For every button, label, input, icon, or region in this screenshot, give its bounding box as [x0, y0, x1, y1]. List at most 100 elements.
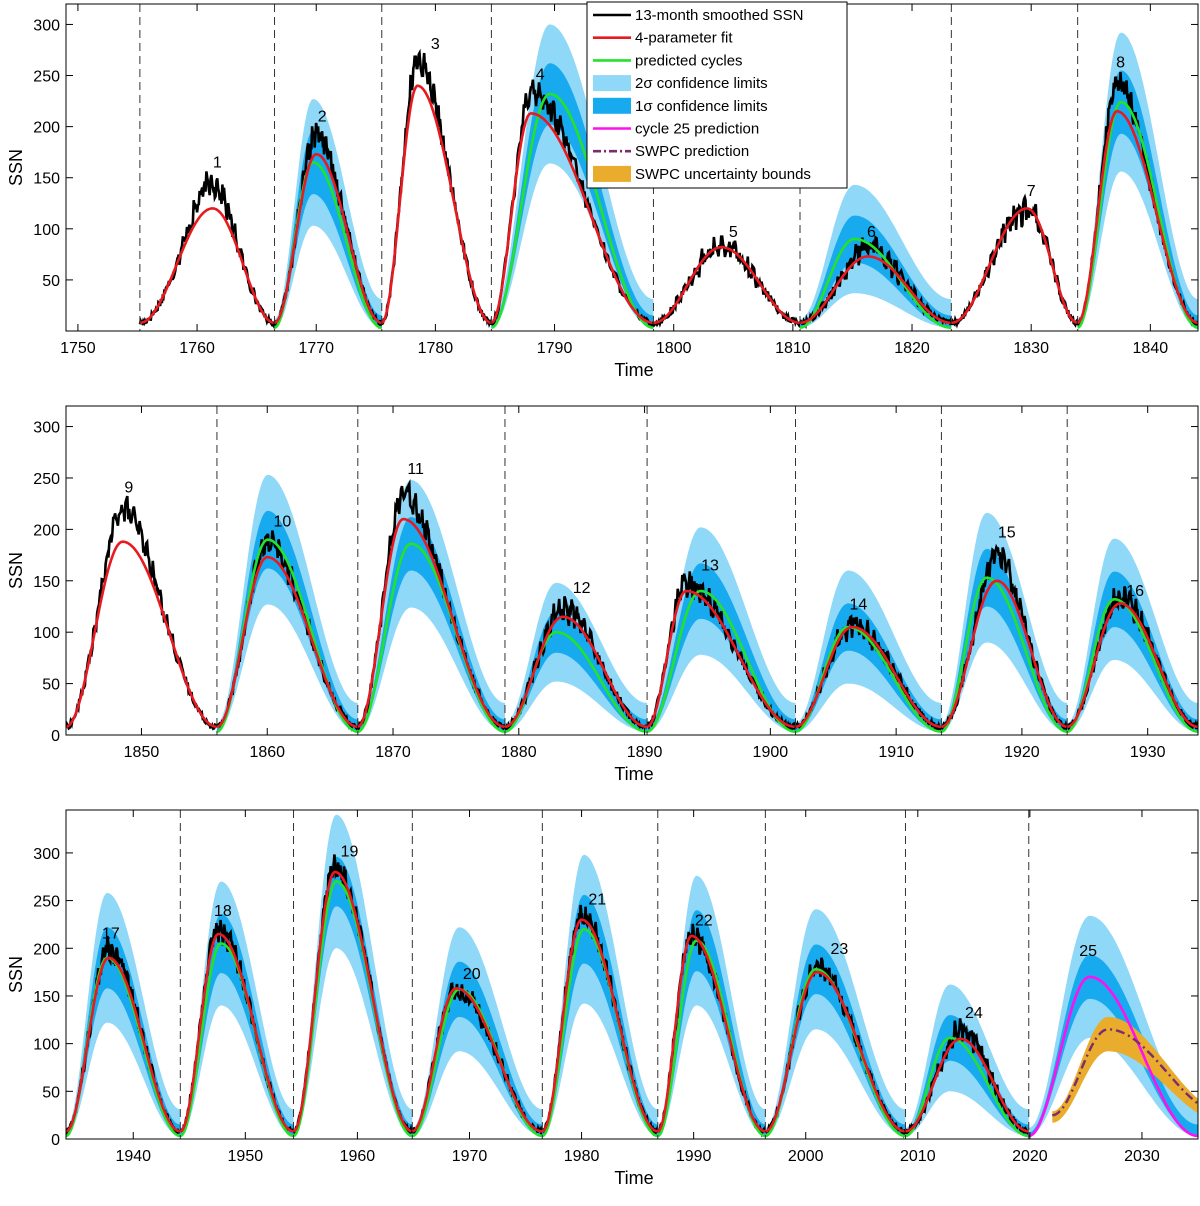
fit-cycle-20 — [411, 987, 543, 1133]
cycle-number-label: 25 — [1079, 943, 1097, 960]
legend-label: SWPC prediction — [635, 143, 749, 160]
y-tick-label: 0 — [51, 1132, 60, 1149]
observed-ssn-cycle-9 — [66, 495, 218, 731]
legend-label: 4-parameter fit — [635, 30, 733, 47]
y-tick-label: 300 — [33, 17, 60, 34]
fit-cycle-6 — [799, 255, 952, 325]
fit-cycle-13 — [646, 589, 796, 729]
y-tick-label: 150 — [33, 171, 60, 188]
legend-item: cycle 25 prediction — [593, 121, 759, 138]
sigma2-band-cycle-8 — [1077, 32, 1198, 328]
legend-label: 2σ confidence limits — [635, 75, 768, 92]
legend-label: 1σ confidence limits — [635, 98, 768, 115]
sigma1-band-cycle-15 — [941, 549, 1068, 732]
predicted-cycle-24 — [905, 1036, 1029, 1138]
x-tick-label: 1760 — [179, 340, 215, 357]
x-tick-label: 1780 — [418, 340, 454, 357]
legend-swatch — [593, 75, 631, 92]
legend-swatch — [593, 165, 631, 182]
sigma1-band-cycle-14 — [795, 603, 942, 732]
legend-item: 13-month smoothed SSN — [593, 7, 803, 24]
fit-cycle-12 — [504, 615, 648, 729]
cycle-number-label: 13 — [701, 558, 719, 575]
predicted-cycle-4 — [491, 92, 654, 329]
cycle-number-label: 21 — [588, 891, 606, 908]
predicted-cycle-16 — [1066, 598, 1198, 733]
sigma1-band-cycle-17 — [66, 927, 181, 1136]
fit-cycle-17 — [66, 956, 181, 1133]
y-tick-label: 100 — [33, 1037, 60, 1054]
fit-cycle-10 — [216, 555, 358, 729]
legend: 13-month smoothed SSN 4-parameter fit pred… — [586, 1, 848, 189]
fit-cycle-18 — [179, 932, 294, 1133]
cycle-number-label: 4 — [536, 67, 545, 84]
x-tick-label: 1930 — [1130, 744, 1166, 761]
fit-cycle-22 — [657, 934, 766, 1133]
cycle-number-label: 5 — [729, 224, 738, 241]
fit-cycle-16 — [1066, 602, 1198, 729]
y-tick-label: 300 — [33, 846, 60, 863]
x-axis-label: Time — [614, 764, 653, 784]
x-tick-label: 2010 — [900, 1148, 936, 1165]
legend-label: predicted cycles — [635, 52, 743, 69]
x-tick-label: 1800 — [656, 340, 692, 357]
y-tick-label: 200 — [33, 522, 60, 539]
y-tick-label: 100 — [33, 625, 60, 642]
y-tick-label: 150 — [33, 989, 60, 1006]
cycle-number-label: 19 — [341, 844, 359, 861]
x-tick-label: 1900 — [753, 744, 789, 761]
cycle25-prediction-line — [1028, 975, 1198, 1138]
x-tick-label: 1920 — [1004, 744, 1040, 761]
x-tick-label: 2000 — [788, 1148, 824, 1165]
sigma1-band-cycle-23 — [765, 944, 906, 1136]
legend-item: predicted cycles — [593, 52, 743, 69]
fit-cycle-4 — [490, 111, 654, 325]
fit-cycle-24 — [905, 1037, 1029, 1133]
x-tick-label: 1850 — [124, 744, 160, 761]
cycle-number-label: 23 — [830, 941, 848, 958]
legend-label: cycle 25 prediction — [635, 121, 759, 138]
y-tick-label: 0 — [51, 728, 60, 745]
x-tick-label: 1810 — [775, 340, 811, 357]
cycle-number-label: 8 — [1116, 54, 1125, 71]
predicted-cycle-15 — [941, 576, 1068, 733]
y-tick-label: 250 — [33, 894, 60, 911]
axes-frame — [65, 809, 1199, 1140]
cycle-number-label: 6 — [867, 224, 876, 241]
y-tick-label: 150 — [33, 574, 60, 591]
x-tick-label: 1820 — [894, 340, 930, 357]
x-tick-label: 1990 — [676, 1148, 712, 1165]
y-axis-label: SSN — [6, 552, 26, 589]
x-tick-label: 1890 — [627, 744, 663, 761]
x-tick-label: 1870 — [375, 744, 411, 761]
x-tick-label: 1860 — [249, 744, 285, 761]
legend-item: 4-parameter fit — [593, 30, 733, 47]
sigma1-band-cycle-16 — [1067, 571, 1198, 732]
predicted-cycle-11 — [357, 542, 506, 733]
cycle-number-label: 17 — [102, 926, 120, 943]
cycle-number-label: 16 — [1126, 583, 1144, 600]
x-tick-label: 1880 — [501, 744, 537, 761]
fit-cycle-7 — [951, 207, 1078, 325]
y-tick-label: 200 — [33, 941, 60, 958]
cycle-number-label: 18 — [214, 903, 232, 920]
legend-item: 1σ confidence limits — [593, 97, 768, 115]
cycle-number-label: 24 — [965, 1005, 983, 1022]
sigma1-band-cycle-4 — [491, 63, 654, 328]
fit-cycle-15 — [941, 579, 1068, 729]
fit-cycle-3 — [381, 84, 492, 325]
sigma1-band-cycle-20 — [412, 961, 543, 1136]
fit-cycle-8 — [1077, 109, 1198, 325]
legend-label: SWPC uncertainty bounds — [635, 166, 811, 183]
cycle-number-label: 15 — [998, 525, 1016, 542]
sigma1-band-cycle-10 — [216, 510, 358, 732]
y-tick-label: 100 — [33, 222, 60, 239]
y-tick-label: 300 — [33, 420, 60, 437]
y-tick-label: 50 — [42, 677, 60, 694]
x-tick-label: 1750 — [60, 340, 96, 357]
chart-panel-bottom: 17 18 19 20 21 22 23 24 25 1940 1950 1960 1970 1980 19… — [6, 809, 1199, 1188]
cycle-number-label: 20 — [463, 966, 481, 983]
x-tick-label: 2030 — [1124, 1148, 1160, 1165]
cycle-number-label: 1 — [213, 155, 222, 172]
